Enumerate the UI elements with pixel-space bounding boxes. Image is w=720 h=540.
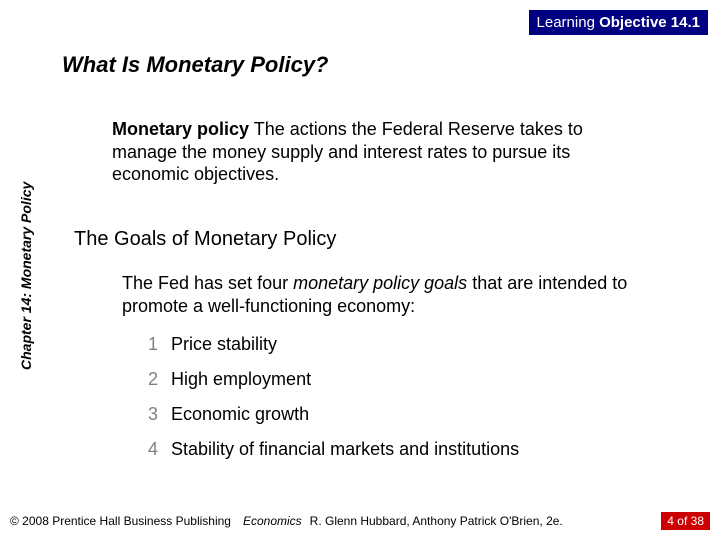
- list-label: High employment: [171, 369, 311, 389]
- learning-objective-prefix: Learning: [537, 14, 600, 31]
- intro-pre: The Fed has set four: [122, 273, 293, 293]
- goals-list: 1 Price stability 2 High employment 3 Ec…: [148, 334, 519, 474]
- page-title: What Is Monetary Policy?: [62, 52, 329, 78]
- subheading: The Goals of Monetary Policy: [74, 228, 336, 251]
- footer: © 2008 Prentice Hall Business Publishing…: [10, 512, 710, 530]
- page-number-badge: 4 of 38: [661, 512, 710, 530]
- list-item: 4 Stability of financial markets and ins…: [148, 439, 519, 460]
- learning-objective-bold: Objective: [599, 14, 667, 31]
- intro-emphasis: monetary policy goals: [293, 273, 467, 293]
- list-item: 3 Economic growth: [148, 404, 519, 425]
- intro-text: The Fed has set four monetary policy goa…: [122, 272, 652, 317]
- list-item: 2 High employment: [148, 369, 519, 390]
- chapter-side-label: Chapter 14: Monetary Policy: [18, 182, 34, 370]
- learning-objective-badge: Learning Objective 14.1: [529, 10, 708, 35]
- footer-book-title: Economics: [243, 514, 302, 528]
- list-item: 1 Price stability: [148, 334, 519, 355]
- footer-copyright: © 2008 Prentice Hall Business Publishing: [10, 514, 231, 528]
- list-label: Economic growth: [171, 404, 309, 424]
- footer-authors: R. Glenn Hubbard, Anthony Patrick O'Brie…: [310, 514, 662, 528]
- definition-block: Monetary policy The actions the Federal …: [112, 118, 652, 186]
- list-label: Price stability: [171, 334, 277, 354]
- list-number: 2: [148, 369, 166, 390]
- list-number: 4: [148, 439, 166, 460]
- learning-objective-number: 14.1: [667, 14, 700, 31]
- list-label: Stability of financial markets and insti…: [171, 439, 519, 459]
- list-number: 1: [148, 334, 166, 355]
- list-number: 3: [148, 404, 166, 425]
- definition-term: Monetary policy: [112, 119, 249, 139]
